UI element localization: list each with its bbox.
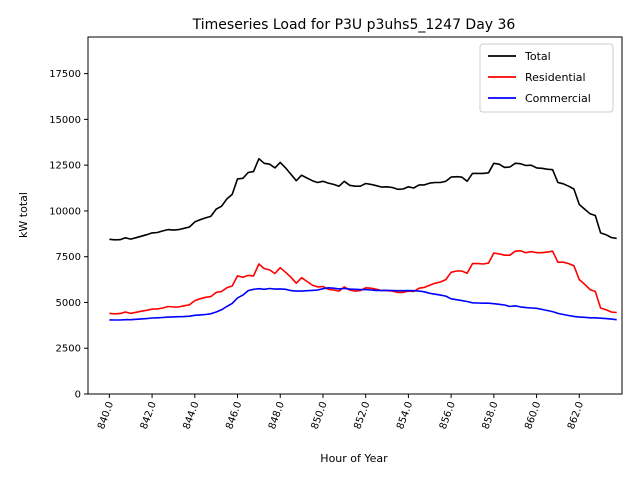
series-line-total bbox=[109, 157, 617, 241]
series-lines bbox=[109, 157, 617, 321]
chart-title: Timeseries Load for P3U p3uhs5_1247 Day … bbox=[192, 17, 516, 33]
y-tick-label: 12500 bbox=[49, 161, 81, 172]
legend: Total Residential Commercial bbox=[479, 43, 614, 113]
y-axis-title: kW total bbox=[17, 192, 30, 238]
legend-label-commercial: Commercial bbox=[525, 92, 591, 105]
legend-label-total: Total bbox=[524, 50, 551, 63]
y-tick-label: 15000 bbox=[49, 115, 81, 126]
y-tick-label: 17500 bbox=[49, 69, 81, 80]
y-tick-label: 0 bbox=[75, 390, 81, 401]
y-axis: 0 2500 5000 7500 10000 12500 15000 17500 bbox=[49, 69, 88, 401]
x-axis-title: Hour of Year bbox=[320, 452, 388, 465]
plot-frame bbox=[87, 36, 623, 395]
series-line-commercial bbox=[109, 286, 617, 321]
legend-label-residential: Residential bbox=[525, 71, 586, 84]
y-tick-label: 10000 bbox=[49, 206, 81, 217]
y-tick-label: 5000 bbox=[56, 298, 81, 309]
y-tick-label: 2500 bbox=[56, 344, 81, 355]
y-tick-label: 7500 bbox=[56, 252, 81, 263]
legend-box bbox=[479, 43, 614, 113]
